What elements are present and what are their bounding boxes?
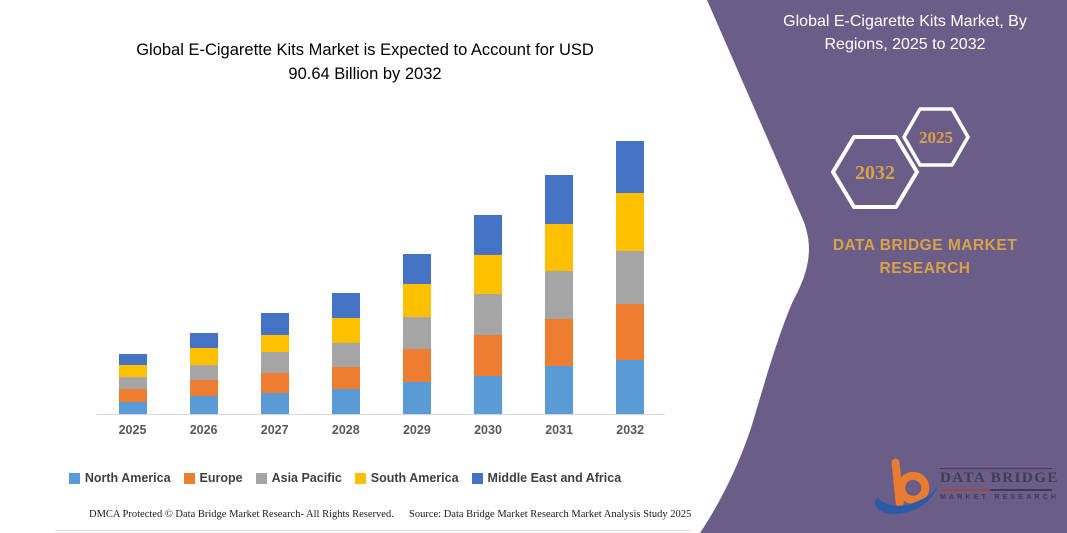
x-tick-label-2029: 2029 [402,423,431,437]
bar-segment-2031-south-america [545,224,574,271]
bar-segment-2028-north-america [331,389,360,414]
stacked-bar-2032 [616,141,645,414]
bar-segment-2030-middle-east-and-africa [474,215,502,255]
brand-wordmark: DATA BRIDGE MARKET RESEARCH [790,234,1060,280]
x-tick-label-2031: 2031 [545,423,573,437]
x-tick-label-2025: 2025 [118,423,147,437]
data-bridge-logo: DATA BRIDGE MARKET RESEARCH [872,456,1057,518]
bottom-divider-line [55,530,690,531]
bar-segment-2028-south-america [331,318,360,343]
bar-segment-2026-middle-east-and-africa [189,333,218,348]
year-hexagons: 2032 2025 [831,107,970,209]
stacked-bar-2030 [474,215,502,414]
bar-segment-2031-middle-east-and-africa [545,175,574,224]
bar-segment-2031-north-america [545,366,574,414]
bar-segment-2026-europe [189,380,218,396]
bar-segment-2030-south-america [474,255,502,294]
logo-divider [940,489,1052,491]
panel-title: Global E-Cigarette Kits Market, By Regio… [755,10,1055,56]
legend-swatch [354,472,366,484]
bar-segment-2032-europe [616,304,645,360]
bar-segment-2025-south-america [118,365,147,377]
x-tick-label-2028: 2028 [331,423,360,437]
bar-segment-2031-europe [545,319,574,366]
legend-label: Middle East and Africa [487,471,622,485]
panel-title-line-2: Regions, 2025 to 2032 [824,36,986,53]
legend-swatch [68,472,80,484]
bar-segment-2030-north-america [474,376,502,414]
chart-title-line-2: 90.64 Billion by 2032 [288,65,442,83]
stacked-bar-plot [97,140,665,414]
stacked-bar-2031 [545,175,574,414]
bar-segment-2029-south-america [402,284,431,317]
logo-name: DATA BRIDGE [940,468,1057,489]
bar-segment-2029-north-america [402,382,431,414]
bar-segment-2025-europe [118,389,147,402]
legend-swatch [255,472,267,484]
legend-item-asia-pacific: Asia Pacific [255,471,342,485]
chart-title-line-1: Global E-Cigarette Kits Market is Expect… [136,41,594,59]
legend-label: Asia Pacific [271,471,342,485]
bar-segment-2031-asia-pacific [545,271,574,319]
legend-swatch [471,472,483,484]
bar-segment-2028-europe [331,367,360,389]
stacked-bar-2028 [331,293,360,414]
hexagon-2032-label: 2032 [855,162,895,184]
logo-mark-icon [874,458,938,515]
bar-segment-2026-asia-pacific [189,365,218,380]
bar-segment-2027-north-america [260,393,289,414]
bar-segment-2026-south-america [189,348,218,365]
x-tick-label-2027: 2027 [260,423,289,437]
brand-line-2: RESEARCH [879,260,971,277]
bar-segment-2028-asia-pacific [331,343,360,367]
bar-segment-2032-middle-east-and-africa [616,141,645,193]
panel-title-line-1: Global E-Cigarette Kits Market, By [783,13,1027,30]
bar-segment-2027-south-america [260,335,289,352]
chart-legend: North America Europe Asia Pacific South Ame… [0,471,690,485]
stacked-bar-2027 [260,313,289,414]
bar-segment-2029-europe [402,349,431,382]
x-tick-label-2030: 2030 [474,423,502,437]
x-tick-label-2032: 2032 [616,423,645,437]
legend-item-north-america: North America [68,471,171,485]
hexagon-2025-label: 2025 [919,128,953,147]
brand-line-1: DATA BRIDGE MARKET [832,237,1018,254]
x-tick-label-2026: 2026 [189,423,218,437]
legend-label: North America [84,471,171,485]
bar-segment-2032-south-america [616,193,645,251]
x-axis-line [97,414,665,415]
logo-text: DATA BRIDGE MARKET RESEARCH [940,468,1060,501]
source-note: Source: Data Bridge Market Research Mark… [409,509,692,520]
bar-segment-2025-asia-pacific [118,377,147,389]
hexagon-2025 [902,107,970,167]
bar-segment-2029-middle-east-and-africa [402,254,431,284]
chart-title: Global E-Cigarette Kits Market is Expect… [85,38,645,86]
bar-segment-2030-europe [474,335,502,376]
stacked-bar-2026 [189,333,218,414]
bar-segment-2028-middle-east-and-africa [331,293,360,318]
bar-segment-2027-asia-pacific [260,352,289,373]
bar-segment-2026-north-america [189,396,218,414]
bar-segment-2027-europe [260,373,289,393]
bar-segment-2032-north-america [616,360,645,414]
legend-swatch [183,472,195,484]
bar-segment-2029-asia-pacific [402,317,431,349]
x-axis-labels: 2025 2026 2027 2028 2029 2030 2031 2032 [97,423,665,441]
legend-label: South America [370,471,459,485]
legend-label: Europe [199,471,243,485]
legend-item-south-america: South America [354,471,459,485]
bar-segment-2027-middle-east-and-africa [260,313,289,335]
logo-subname: MARKET RESEARCH [940,493,1060,501]
legend-item-middle-east-and-africa: Middle East and Africa [471,471,622,485]
legend-item-europe: Europe [183,471,243,485]
dmca-notice: DMCA Protected © Data Bridge Market Rese… [89,509,394,520]
bar-segment-2025-north-america [118,402,147,414]
stacked-bar-2025 [118,354,147,414]
stacked-bar-2029 [402,254,431,414]
hexagon-2032 [831,135,919,209]
bar-segment-2032-asia-pacific [616,251,645,304]
bar-segment-2025-middle-east-and-africa [118,354,147,365]
bar-segment-2030-asia-pacific [474,294,502,335]
